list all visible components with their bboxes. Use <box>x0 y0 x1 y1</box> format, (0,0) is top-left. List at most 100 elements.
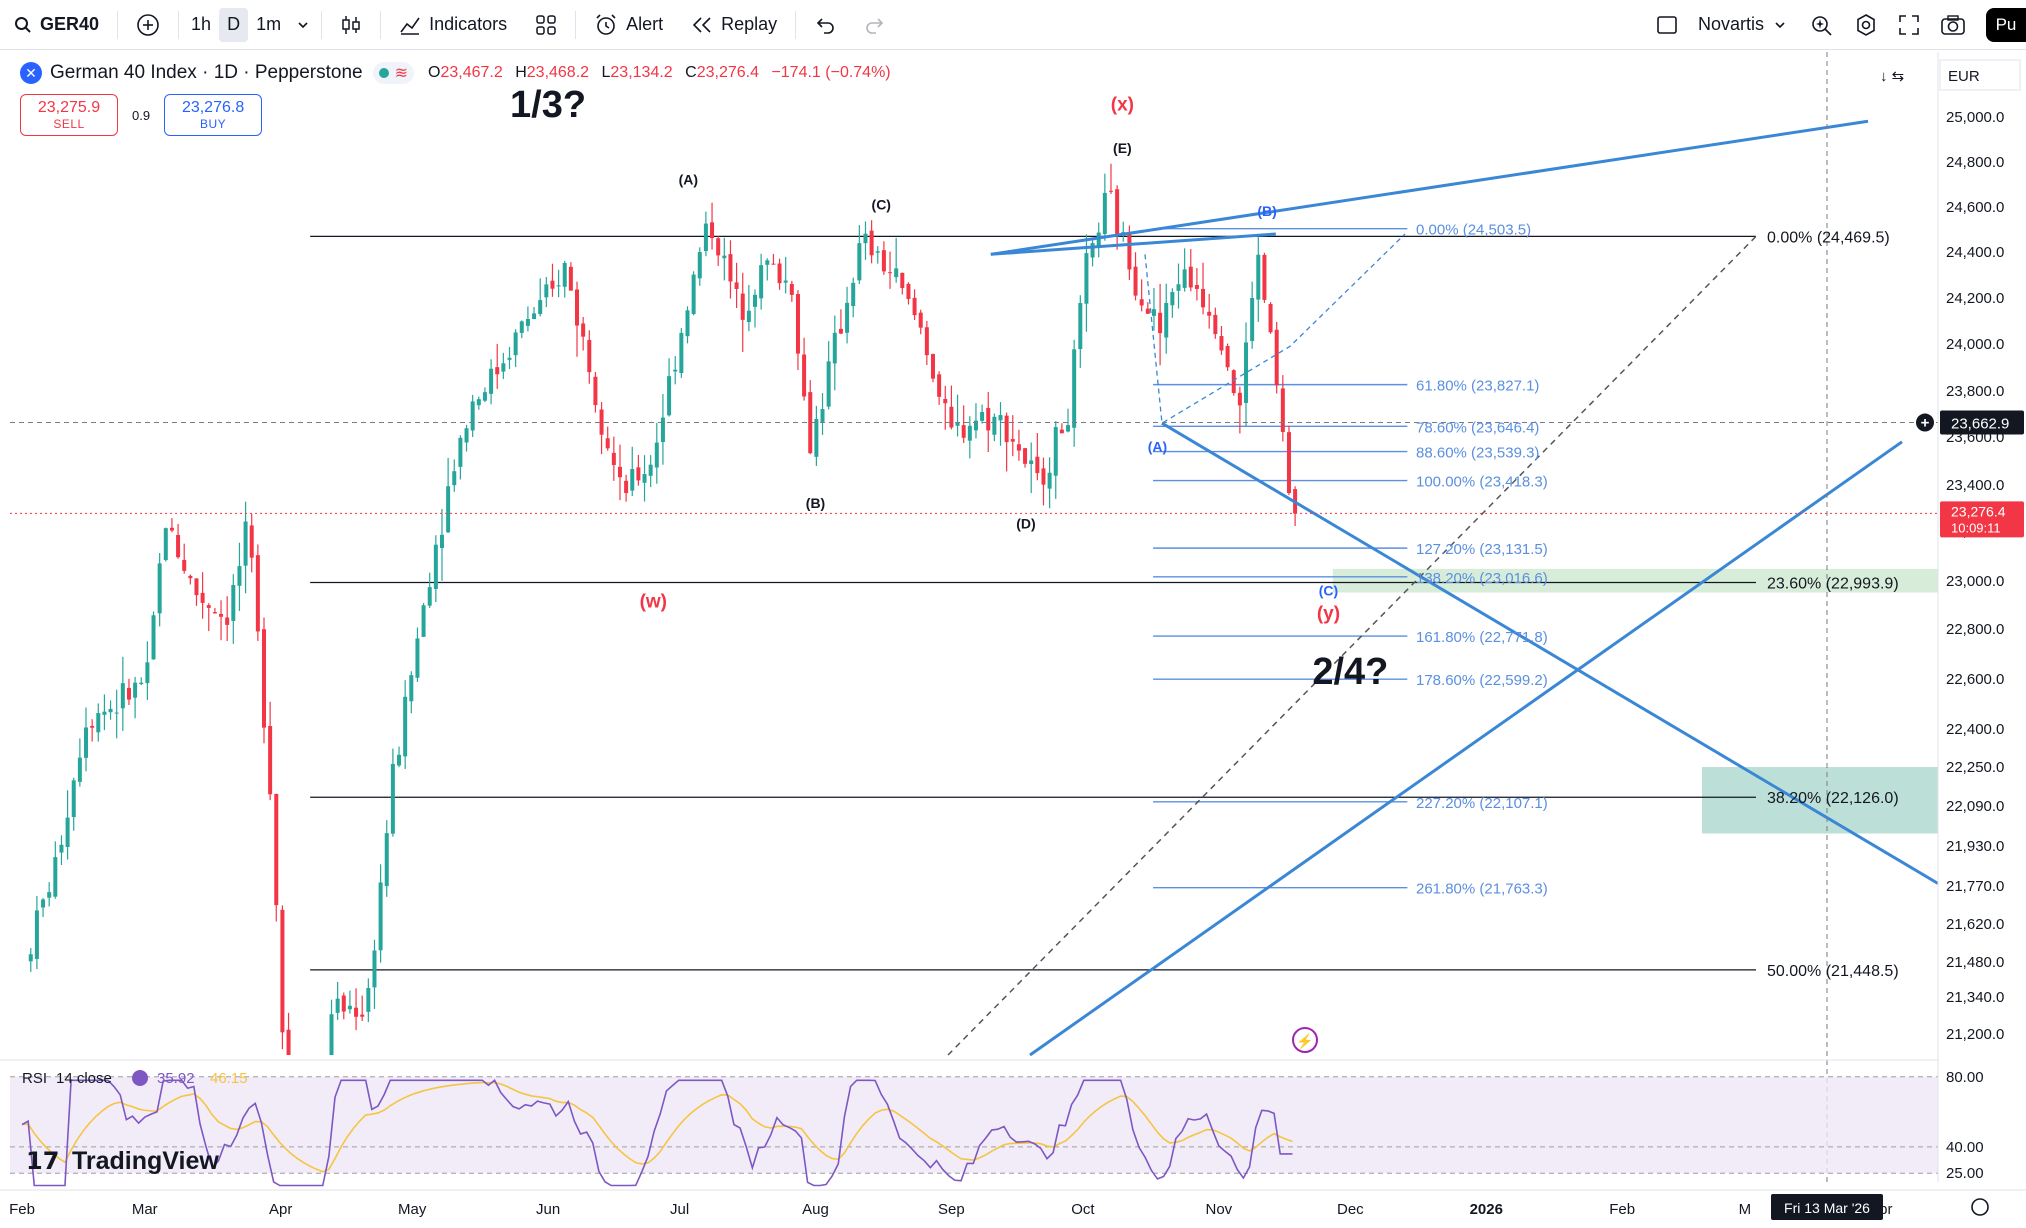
magnifier-sparkle-icon <box>1812 15 1832 36</box>
candle-body <box>151 615 156 660</box>
candle-body <box>126 687 131 700</box>
timeframe-d[interactable]: D <box>219 7 249 42</box>
price-tick-label: 24,200.0 <box>1946 290 2004 307</box>
watchlist-selector[interactable]: Novartis <box>1642 0 1800 50</box>
templates-button[interactable] <box>521 0 571 50</box>
fib-ext-label-6: 138.20% (23,016.6) <box>1416 570 1548 587</box>
toolbar-divider <box>321 10 323 39</box>
candle-body <box>691 274 696 314</box>
candle-body <box>65 817 70 847</box>
candle-body <box>753 294 758 307</box>
price-tick-label: 21,620.0 <box>1946 916 2004 933</box>
candle-body <box>268 726 273 795</box>
candle-body <box>114 712 119 714</box>
chart-type-button[interactable] <box>326 0 376 50</box>
undo-button[interactable] <box>800 0 850 50</box>
candle-body <box>243 521 248 566</box>
candle-body <box>206 605 211 608</box>
candle-body <box>1035 456 1040 474</box>
candle-body <box>575 289 580 326</box>
candle-body <box>41 899 46 908</box>
buy-label: BUY <box>199 117 227 131</box>
rsi-settings-icon[interactable] <box>132 1070 148 1086</box>
replay-button[interactable]: Replay <box>677 0 791 50</box>
candle-body <box>225 617 230 625</box>
rsi-ma-value: 46.15 <box>210 1070 248 1087</box>
avatar[interactable]: Pu <box>1986 7 2026 42</box>
alert-button[interactable]: Alert <box>580 0 677 50</box>
symbol-label: GER40 <box>40 14 100 34</box>
close-value: 23,276.4 <box>696 64 759 81</box>
buy-button[interactable]: 23,276.8 BUY <box>164 94 263 136</box>
redo-button[interactable] <box>850 0 900 50</box>
price-tick-label: 21,200.0 <box>1946 1026 2004 1043</box>
time-tick-label: May <box>398 1201 427 1218</box>
fib-ext-label-3: 88.60% (23,539.3) <box>1416 445 1539 462</box>
symbol-search[interactable]: GER40 <box>0 0 113 50</box>
chart-canvas[interactable]: 0.00% (24,469.5) 23.60% (22,993.9) 38.20% … <box>0 50 2026 1228</box>
fib-ext-label-10: 261.80% (21,763.3) <box>1416 881 1548 898</box>
toolbar-divider <box>575 10 577 39</box>
compare-button[interactable] <box>122 0 174 50</box>
lightning-icon[interactable] <box>1292 1027 1318 1053</box>
price-tick-label: 22,400.0 <box>1946 721 2004 738</box>
candle-body <box>1096 232 1101 248</box>
sell-button[interactable]: 23,275.9 SELL <box>20 94 118 136</box>
tradingview-logo-icon: 𝟭𝟳 <box>26 1148 59 1175</box>
add-alert-plus-icon[interactable] <box>1916 413 1934 432</box>
quick-search-button[interactable] <box>1800 0 1844 50</box>
fib-ext-label-2: 78.60% (23,646.4) <box>1416 419 1539 436</box>
axis-scale-icons: ↓ ⇆ <box>1880 68 1904 85</box>
candle-body <box>182 559 187 571</box>
candle-body <box>415 638 420 678</box>
candle-body <box>139 682 144 685</box>
price-tick-label: 24,000.0 <box>1946 336 2004 353</box>
candle-body <box>347 1005 352 1010</box>
high-value: 23,468.2 <box>526 64 590 81</box>
candle-body <box>685 310 690 337</box>
candle-body <box>740 293 745 320</box>
candle-body <box>108 708 113 713</box>
fib-ext-label-0: 0.00% (24,503.5) <box>1416 222 1531 239</box>
price-tick-label: 24,800.0 <box>1946 154 2004 171</box>
open-value: 23,467.2 <box>440 64 503 81</box>
timeframe-dropdown[interactable] <box>289 0 317 50</box>
timeframe-1m[interactable]: 1m <box>256 14 282 34</box>
settings-button[interactable] <box>1844 0 1888 50</box>
time-axis-settings-icon[interactable] <box>1971 1198 1989 1216</box>
snapshot-button[interactable] <box>1930 0 1976 50</box>
candle-body <box>482 392 487 401</box>
price-tick-label: 21,770.0 <box>1946 878 2004 895</box>
market-status[interactable]: ≋ <box>372 62 415 84</box>
rsi-level-label: 80.00 <box>1946 1069 1984 1086</box>
candle-body <box>869 230 874 256</box>
candle-body <box>912 297 917 316</box>
candle-body <box>636 467 641 481</box>
price-tick-label: 24,400.0 <box>1946 244 2004 261</box>
indicators-button[interactable]: Indicators <box>385 0 521 50</box>
candle-body <box>1084 253 1089 304</box>
timeframe-1h[interactable]: 1h <box>191 14 212 34</box>
currency-button[interactable] <box>1939 59 2021 91</box>
bar-countdown: 10:09:11 <box>1951 520 2001 535</box>
candle-body <box>476 399 481 406</box>
symbol-title[interactable]: German 40 Index · 1D · Pepperstone <box>50 62 363 83</box>
candle-body <box>949 406 954 428</box>
candle-body <box>845 302 850 333</box>
candle-body <box>403 696 408 757</box>
candle-body <box>59 844 64 853</box>
rsi-value: 35.92 <box>157 1070 195 1087</box>
candle-body <box>335 998 340 1013</box>
time-tick-label: Jun <box>536 1201 560 1218</box>
candle-body <box>219 613 224 617</box>
candle-body <box>838 328 843 334</box>
currency-label: EUR <box>1948 68 1980 85</box>
candle-body <box>556 285 561 287</box>
search-icon <box>15 16 31 33</box>
candle-body <box>1268 304 1273 333</box>
fullscreen-button[interactable] <box>1888 0 1930 50</box>
candle-body <box>261 629 266 728</box>
toolbar-divider <box>178 10 180 39</box>
candle-body <box>120 683 125 709</box>
close-key: C <box>685 64 697 81</box>
